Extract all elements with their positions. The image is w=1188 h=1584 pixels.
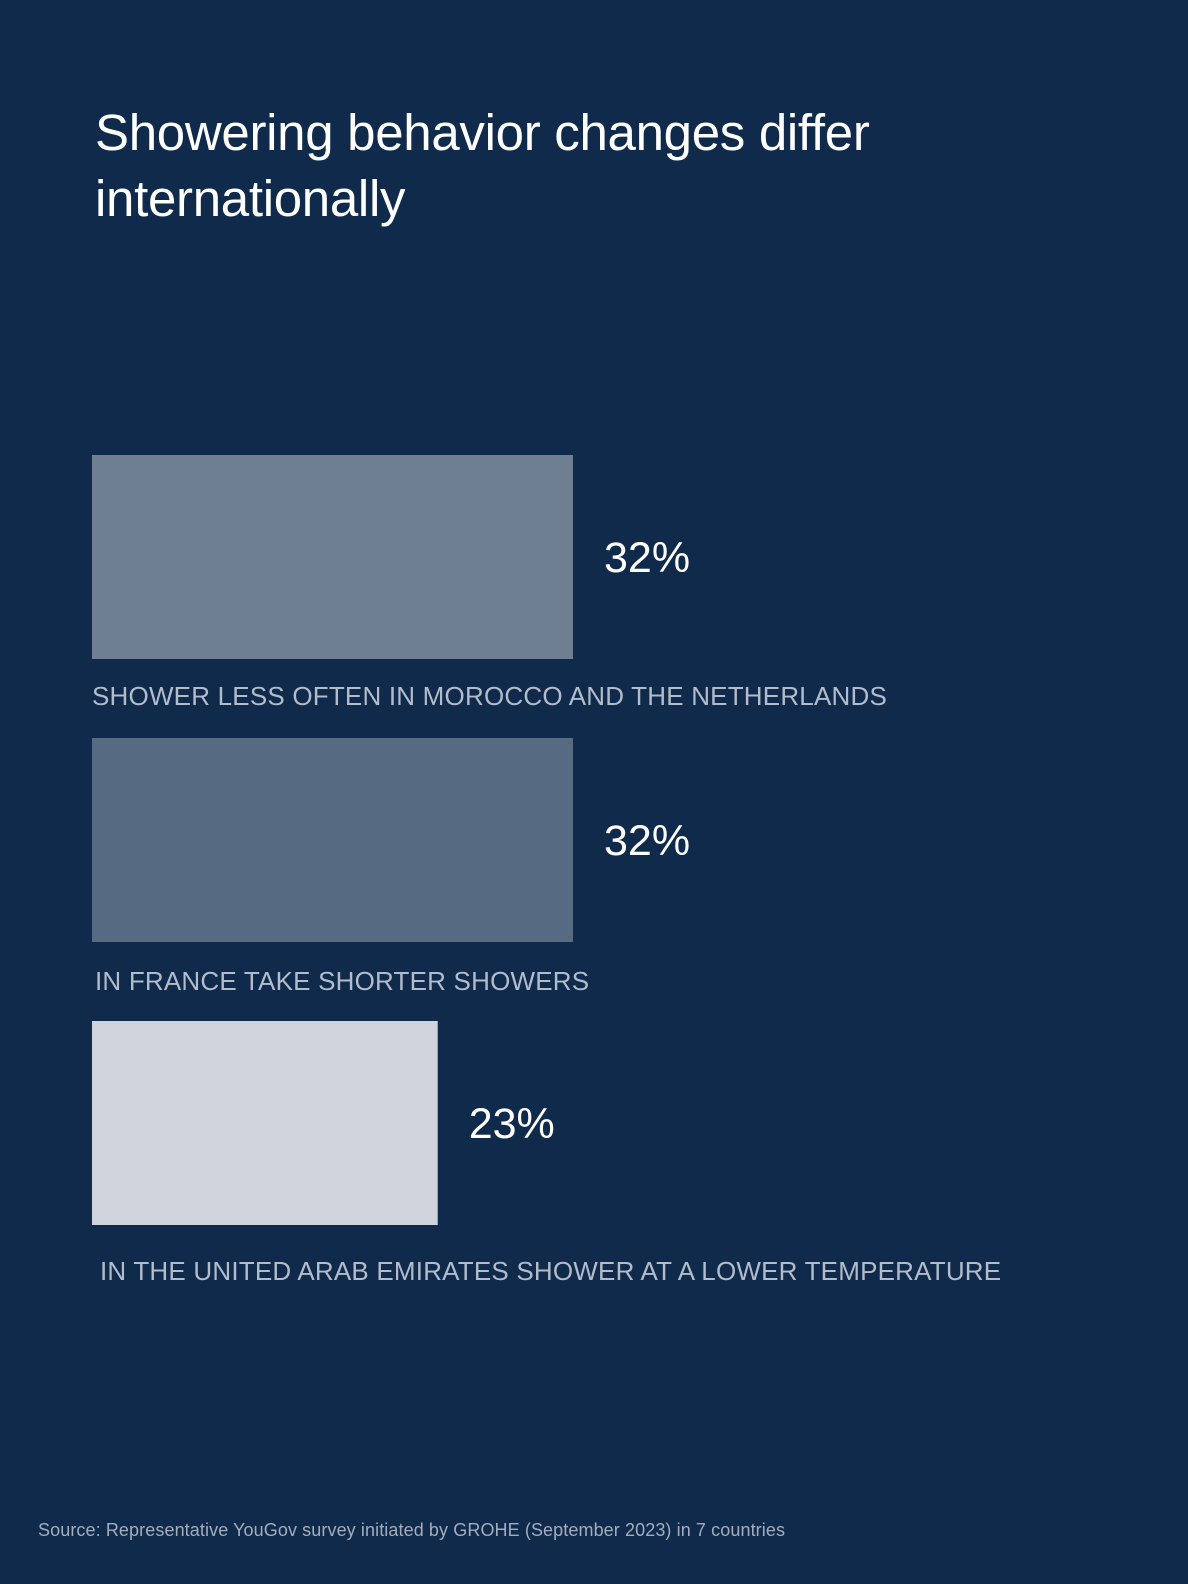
bar-value-label-1: 32% [604, 534, 690, 582]
bar-category-label-3: IN THE UNITED ARAB EMIRATES SHOWER AT A … [100, 1256, 1001, 1286]
bar-1 [92, 455, 573, 659]
bar-category-label-2: IN FRANCE TAKE SHORTER SHOWERS [95, 966, 589, 996]
bar-value-label-3: 23% [469, 1100, 555, 1148]
bar-category-label-1: SHOWER LESS OFTEN IN MOROCCO AND THE NET… [92, 681, 887, 711]
bar-2 [92, 738, 573, 942]
bar-value-label-2: 32% [604, 817, 690, 865]
bar-3 [92, 1021, 438, 1225]
chart-title: Showering behavior changes differ intern… [95, 104, 870, 227]
source-note: Source: Representative YouGov survey ini… [38, 1520, 786, 1540]
